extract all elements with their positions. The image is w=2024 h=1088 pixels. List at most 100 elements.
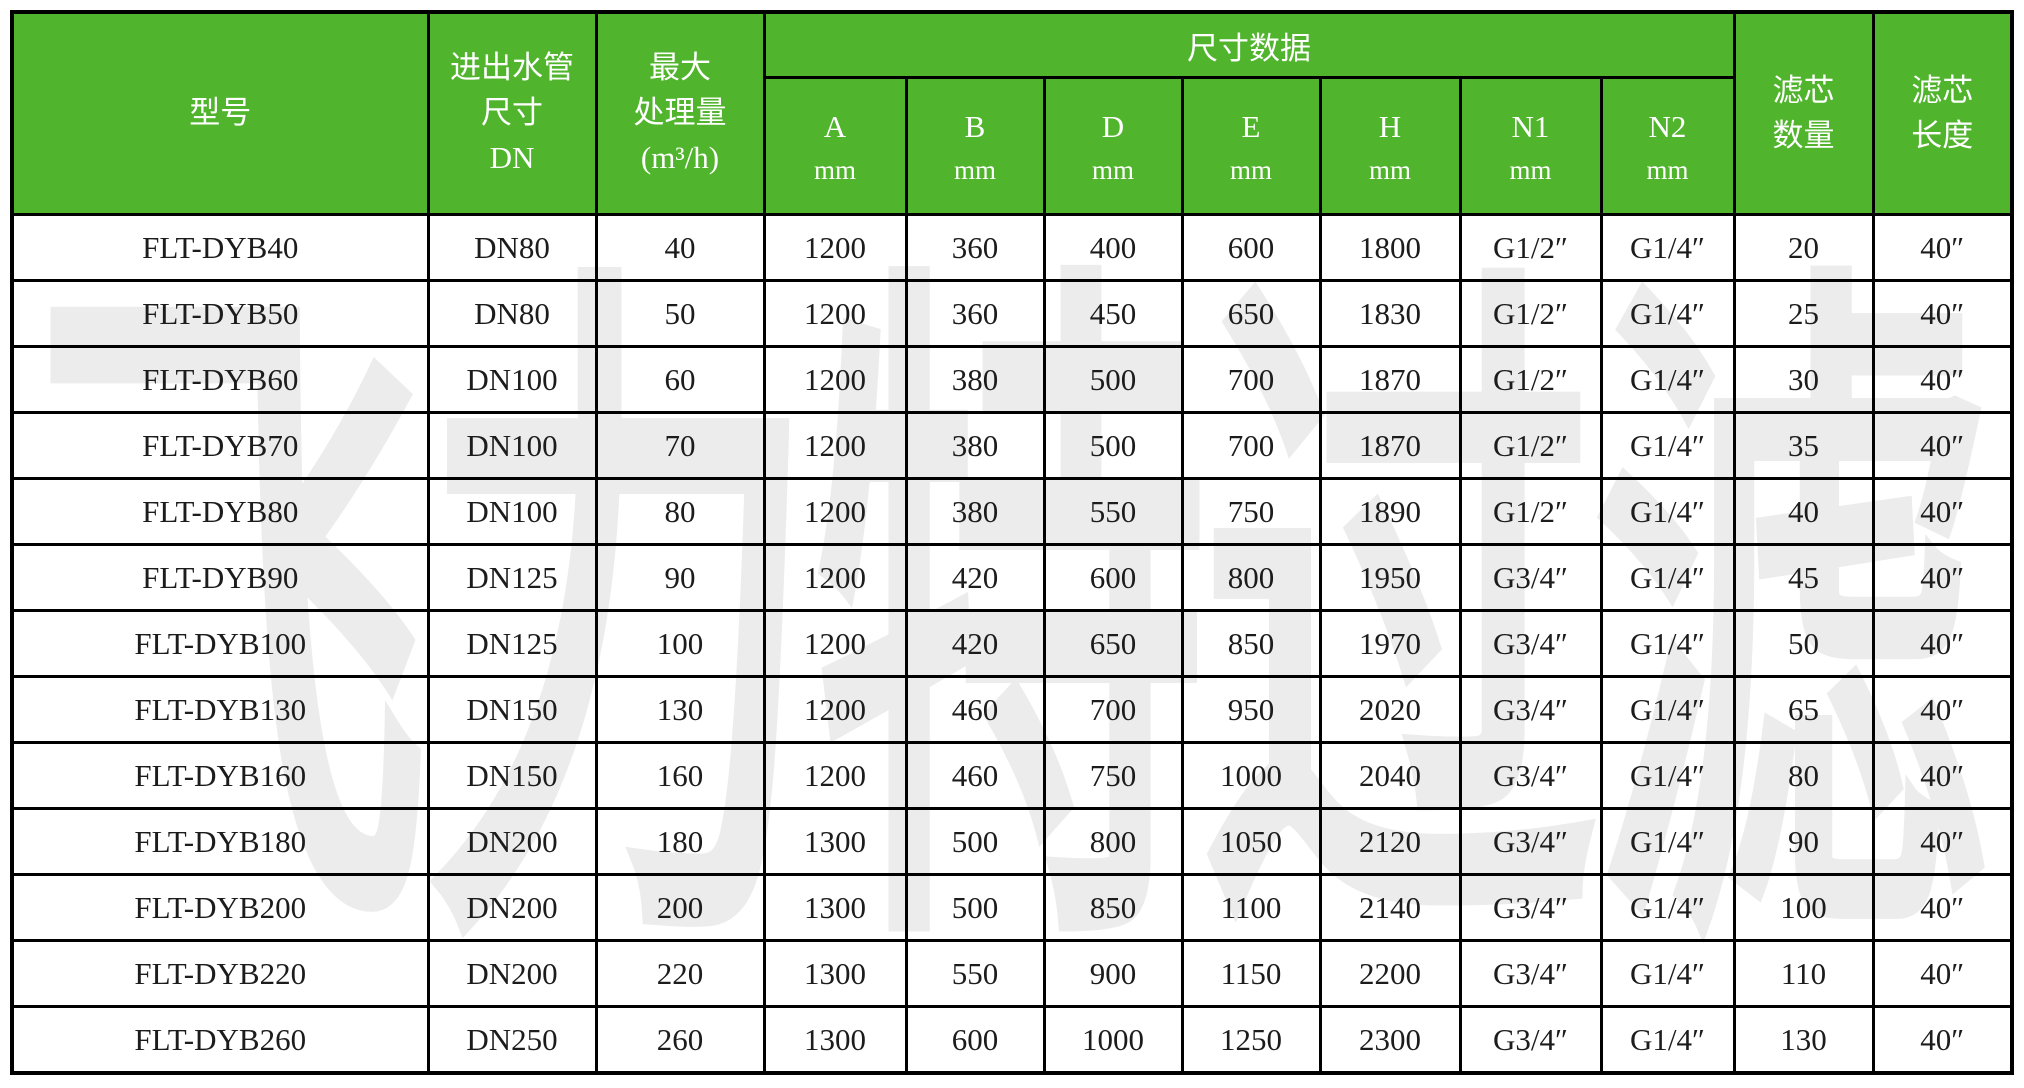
table-cell-n2: G1/4″ [1599,675,1736,744]
header-dim-n1-unit: mm [1509,154,1552,185]
table-cell-b: 380 [904,345,1046,414]
header-dim-n1-label: N1 [1511,109,1550,145]
table-cell-capacity: 100 [594,609,766,678]
table-cell-dn: DN100 [426,477,598,546]
header-max-capacity: 最大 处理量 (m³/h) [594,10,766,216]
table-cell-model: FLT-DYB70 [10,411,430,480]
product-spec-table: 型号 进出水管 尺寸 DN 最大 处理量 (m³/h) 尺寸数据 滤芯 数量 [10,10,2014,1075]
table-row: FLT-DYB100 DN125 100 1200 420 650 850 1970 G3/4″… [10,609,2014,678]
table-cell-a: 1200 [762,213,908,282]
table-cell-length: 40″ [1871,873,2014,942]
table-cell-capacity: 90 [594,543,766,612]
table-row: FLT-DYB200 DN200 200 1300 500 850 1100 2140 G3/4… [10,873,2014,942]
header-dim-n2: N2 mm [1599,76,1736,216]
table-cell-qty: 65 [1732,675,1875,744]
table-cell-n1: G3/4″ [1458,741,1603,810]
table-cell-model: FLT-DYB40 [10,213,430,282]
table-cell-a: 1200 [762,345,908,414]
table-cell-capacity: 180 [594,807,766,876]
header-cartridge-length: 滤芯 长度 [1871,10,2014,216]
table-cell-n2: G1/4″ [1599,345,1736,414]
table-cell-model: FLT-DYB130 [10,675,430,744]
table-cell-b: 460 [904,675,1046,744]
header-dim-a-label: A [823,109,847,145]
table-header: 型号 进出水管 尺寸 DN 最大 处理量 (m³/h) 尺寸数据 滤芯 数量 [10,10,2014,216]
table-cell-b: 460 [904,741,1046,810]
table-cell-qty: 45 [1732,543,1875,612]
table-cell-length: 40″ [1871,411,2014,480]
table-cell-n2: G1/4″ [1599,279,1736,348]
table-cell-e: 850 [1180,609,1322,678]
table-cell-model: FLT-DYB220 [10,939,430,1008]
table-cell-d: 650 [1042,609,1184,678]
table-cell-qty: 80 [1732,741,1875,810]
header-pipe-size: 进出水管 尺寸 DN [426,10,598,216]
table-cell-e: 1250 [1180,1005,1322,1075]
table-cell-dn: DN200 [426,873,598,942]
table-row: FLT-DYB60 DN100 60 1200 380 500 700 1870 G1/2″ G1… [10,345,2014,414]
table-cell-e: 1050 [1180,807,1322,876]
table-cell-b: 500 [904,873,1046,942]
table-cell-b: 360 [904,279,1046,348]
header-dim-d: D mm [1042,76,1184,216]
table-cell-b: 380 [904,411,1046,480]
table-row: FLT-DYB50 DN80 50 1200 360 450 650 1830 G1/2″ G1/… [10,279,2014,348]
table-cell-n2: G1/4″ [1599,873,1736,942]
table-cell-a: 1200 [762,543,908,612]
table-cell-model: FLT-DYB160 [10,741,430,810]
table-cell-d: 750 [1042,741,1184,810]
header-dim-h-unit: mm [1368,154,1411,185]
table-cell-d: 850 [1042,873,1184,942]
table-cell-model: FLT-DYB90 [10,543,430,612]
header-cartridge-qty-line1: 滤芯 [1772,72,1835,108]
header-pipe-size-line2: 尺寸 [481,95,543,131]
header-dimension-group: 尺寸数据 [762,10,1736,79]
table-cell-capacity: 40 [594,213,766,282]
table-cell-n2: G1/4″ [1599,609,1736,678]
table-cell-a: 1200 [762,675,908,744]
header-pipe-size-line1: 进出水管 [450,50,574,86]
table-cell-model: FLT-DYB200 [10,873,430,942]
header-dim-e-label: E [1241,109,1261,145]
table-cell-e: 800 [1180,543,1322,612]
header-dim-a: A mm [762,76,908,216]
table-cell-e: 750 [1180,477,1322,546]
table-cell-d: 400 [1042,213,1184,282]
header-max-capacity-line2: 处理量 [633,95,727,131]
header-cartridge-length-line2: 长度 [1911,117,1974,153]
header-max-capacity-line3: (m³/h) [640,139,720,175]
table-cell-length: 40″ [1871,345,2014,414]
table-cell-h: 2020 [1318,675,1462,744]
table-cell-n2: G1/4″ [1599,741,1736,810]
header-model-label: 型号 [189,95,252,131]
table-cell-n1: G1/2″ [1458,213,1603,282]
table-cell-capacity: 160 [594,741,766,810]
table-cell-n1: G1/2″ [1458,477,1603,546]
table-cell-e: 1100 [1180,873,1322,942]
header-dim-h-label: H [1378,109,1402,145]
table-cell-length: 40″ [1871,675,2014,744]
table-cell-a: 1200 [762,477,908,546]
table-cell-e: 1150 [1180,939,1322,1008]
table-cell-h: 1890 [1318,477,1462,546]
table-cell-a: 1300 [762,939,908,1008]
table-row: FLT-DYB70 DN100 70 1200 380 500 700 1870 G1/2″ G1… [10,411,2014,480]
table-row: FLT-DYB220 DN200 220 1300 550 900 1150 2200 G3/4… [10,939,2014,1008]
table-cell-b: 420 [904,609,1046,678]
table-cell-d: 500 [1042,345,1184,414]
table-row: FLT-DYB40 DN80 40 1200 360 400 600 1800 G1/2″ G1/… [10,213,2014,282]
table-cell-n1: G3/4″ [1458,675,1603,744]
table-cell-a: 1200 [762,279,908,348]
header-dim-a-unit: mm [813,154,856,185]
table-cell-dn: DN80 [426,213,598,282]
table-cell-length: 40″ [1871,741,2014,810]
table-cell-dn: DN80 [426,279,598,348]
header-dim-h: H mm [1318,76,1462,216]
table-cell-b: 500 [904,807,1046,876]
table-cell-dn: DN200 [426,939,598,1008]
table-cell-h: 1970 [1318,609,1462,678]
table-cell-dn: DN150 [426,741,598,810]
header-dim-d-unit: mm [1091,154,1134,185]
table-cell-b: 380 [904,477,1046,546]
